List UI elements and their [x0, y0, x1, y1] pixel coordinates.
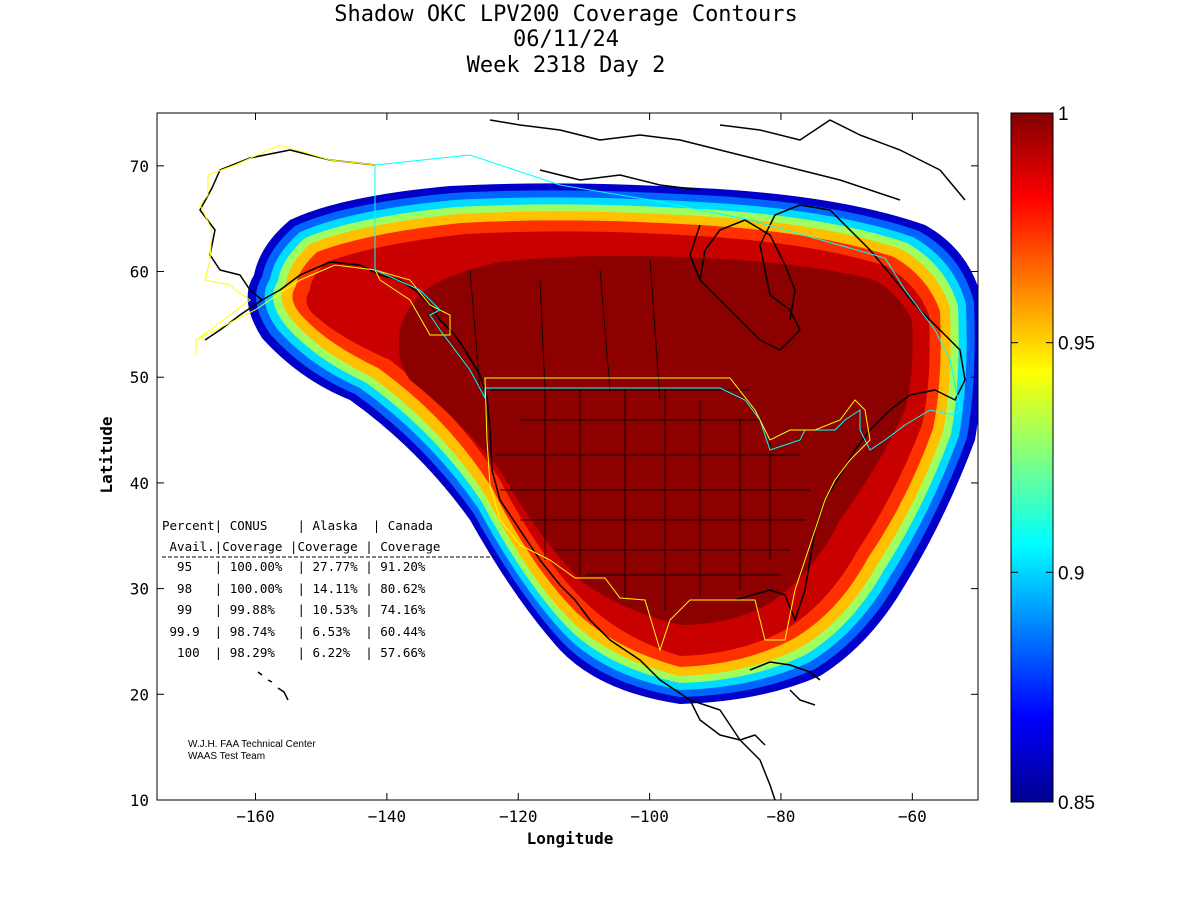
- colorbar-gradient: [1010, 112, 1054, 803]
- table-row: 99.9 | 98.74% | 6.53% | 60.44%: [162, 624, 426, 639]
- x-tick-label: −140: [368, 807, 407, 826]
- table-row: 95 | 100.00% | 27.77% | 91.20%: [162, 559, 426, 574]
- hawaii-islands: [257, 671, 289, 701]
- map-plot-area: [156, 112, 979, 801]
- y-tick-label: 10: [130, 791, 149, 810]
- hudson-bay-outline: [699, 219, 796, 321]
- cuba-outline: [749, 661, 821, 681]
- colorbar-tick-label: 0.85: [1058, 793, 1095, 814]
- chart-title-line-1: Shadow OKC LPV200 Coverage Contours: [334, 2, 798, 27]
- arctic-islands: [489, 119, 966, 201]
- contour-band-1-0: [398, 255, 913, 625]
- y-tick-label: 60: [130, 263, 149, 282]
- colorbar-ticks: 1 0.95 0.9 0.85: [1011, 104, 1095, 814]
- table-header-row-2: Avail.|Coverage |Coverage | Coverage: [162, 539, 440, 554]
- y-tick-label: 30: [130, 580, 149, 599]
- credit-line-1: W.J.H. FAA Technical Center: [188, 739, 316, 750]
- y-tick-label: 40: [130, 474, 149, 493]
- y-axis-label: Latitude: [97, 416, 116, 493]
- conus-region-outline: [484, 377, 871, 652]
- y-tick-label: 50: [130, 368, 149, 387]
- central-america: [689, 689, 816, 746]
- colorbar-tick-label: 1: [1058, 104, 1069, 125]
- table-row: 98 | 100.00% | 14.11% | 80.62%: [162, 581, 426, 596]
- coverage-table: Percent| CONUS | Alaska | Canada Avail.|…: [162, 518, 495, 660]
- x-tick-label: −100: [630, 807, 669, 826]
- canada-province-lines: [469, 259, 661, 401]
- state-boundaries: [469, 259, 810, 610]
- table-row: 100 | 98.29% | 6.22% | 57.66%: [162, 645, 426, 660]
- plot-frame: [156, 112, 979, 801]
- colorbar: 1 0.95 0.9 0.85: [1010, 104, 1095, 814]
- y-axis: 10 20 30 40 50 60 70: [130, 157, 978, 810]
- chart-title-line-2: 06/11/24: [513, 27, 619, 52]
- credit-line-2: WAAS Test Team: [188, 751, 265, 762]
- table-header-row-1: Percent| CONUS | Alaska | Canada: [162, 518, 433, 533]
- chart-title-line-3: Week 2318 Day 2: [467, 53, 666, 78]
- colorbar-tick-label: 0.9: [1058, 563, 1084, 584]
- alaska-coastline: [199, 149, 441, 341]
- table-row: 99 | 99.88% | 10.53% | 74.16%: [162, 602, 426, 617]
- conus-grid-lines: [490, 389, 810, 610]
- coverage-contours: [195, 119, 978, 800]
- y-tick-label: 20: [130, 685, 149, 704]
- x-tick-label: −120: [499, 807, 538, 826]
- x-tick-label: −60: [898, 807, 927, 826]
- colorbar-tick-label: 0.95: [1058, 334, 1095, 355]
- x-axis-label: Longitude: [527, 829, 614, 848]
- coastlines: [199, 119, 966, 800]
- x-axis: −160 −140 −120 −100 −80 −60: [236, 113, 927, 826]
- canada-region-outline: [374, 154, 961, 451]
- y-tick-label: 70: [130, 157, 149, 176]
- x-tick-label: −160: [236, 807, 275, 826]
- x-tick-label: −80: [767, 807, 796, 826]
